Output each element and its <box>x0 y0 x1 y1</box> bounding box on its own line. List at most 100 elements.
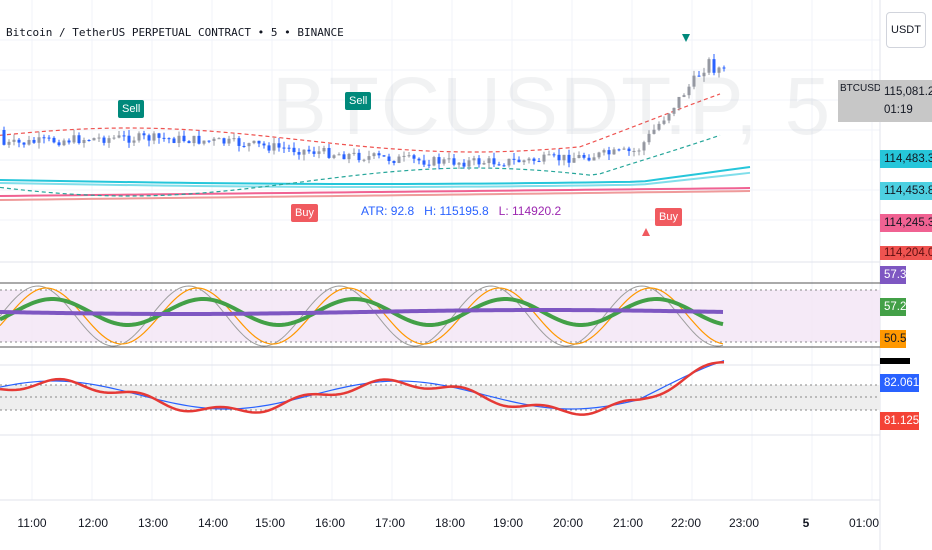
candle-body <box>247 143 251 147</box>
moving-average-line <box>0 190 751 201</box>
candle-body <box>182 135 186 142</box>
time-axis-label: 5 <box>802 516 810 530</box>
candle-body <box>287 147 291 149</box>
candle-body <box>392 161 396 163</box>
time-axis-label: 19:00 <box>492 516 524 530</box>
candle-body <box>167 138 171 140</box>
ma-price-tag: 114,245.3 <box>880 214 932 232</box>
candle-body <box>652 129 656 134</box>
oscillator-line <box>0 308 724 316</box>
candle-body <box>402 155 406 157</box>
time-axis-label: 17:00 <box>374 516 406 530</box>
candle-body <box>577 155 581 159</box>
candle-body <box>607 150 611 155</box>
rsi-signal-line <box>0 360 725 416</box>
time-axis-label: 12:00 <box>77 516 109 530</box>
last-price-box: 115,081.2 01:19 <box>880 80 932 122</box>
buy-signal[interactable]: Buy <box>291 204 318 222</box>
candle-body <box>522 160 526 163</box>
time-axis-label: 23:00 <box>728 516 760 530</box>
candle-body <box>532 158 536 161</box>
candle-body <box>227 138 231 144</box>
candle-body <box>397 156 401 163</box>
candle-body <box>497 164 501 166</box>
candle-body <box>127 135 131 143</box>
atr-readout: ATR: 92.8 H: 115195.8 L: 114920.2 <box>361 204 561 218</box>
osc-band <box>0 290 880 342</box>
ma-price-tag: 114,204.0 <box>880 246 932 260</box>
candle-body <box>272 143 276 151</box>
time-axis-label: 18:00 <box>434 516 466 530</box>
candle-body <box>637 150 641 152</box>
oscillator-line <box>0 296 724 328</box>
candle-body <box>122 135 126 137</box>
candle-body <box>547 154 551 156</box>
sell-signal[interactable]: Sell <box>118 100 145 118</box>
candle-body <box>682 95 686 97</box>
candle-body <box>487 158 491 164</box>
candle-body <box>277 143 281 148</box>
candle-body <box>312 151 316 154</box>
candle-body <box>112 137 116 139</box>
candle-body <box>92 138 96 141</box>
candle-body <box>612 149 616 155</box>
moving-average-line <box>0 171 751 188</box>
osc-value-tag: 50.5 <box>880 330 907 348</box>
sell-signal[interactable]: Sell <box>345 92 372 110</box>
candle-body <box>102 137 106 143</box>
candle-body <box>242 145 246 147</box>
candle-body <box>332 155 336 158</box>
candle-body <box>567 154 571 163</box>
candle-body <box>667 113 671 121</box>
candle-body <box>187 141 191 144</box>
atr-low: L: 114920.2 <box>498 204 562 218</box>
candle-body <box>472 158 476 161</box>
candle-body <box>257 140 261 144</box>
candle-body <box>427 164 431 166</box>
candle-body <box>232 138 236 140</box>
candle-body <box>457 162 461 165</box>
symbol-tag: BTCUSDT.P <box>838 80 896 122</box>
osc-value-tag: 57.3 <box>880 266 907 284</box>
candle-body <box>212 138 216 141</box>
rsi-value-tag: 82.061 <box>880 374 920 392</box>
candle-body <box>592 157 596 161</box>
candle-body <box>342 154 346 160</box>
candle-body <box>62 140 66 146</box>
candle-body <box>152 133 156 141</box>
candle-body <box>132 140 136 143</box>
time-axis-label: 11:00 <box>17 516 47 530</box>
candle-body <box>377 153 381 156</box>
candle-body <box>452 158 456 165</box>
candle-body <box>447 158 451 160</box>
buy-signal[interactable]: Buy <box>655 208 682 226</box>
candle-body <box>137 133 141 141</box>
candle-body <box>437 157 441 164</box>
candle-body <box>422 160 426 165</box>
candle-body <box>417 158 421 161</box>
candle-body <box>352 152 356 154</box>
ma-price-tag: 114,453.8 <box>880 182 932 200</box>
candle-body <box>467 160 471 167</box>
candle-body <box>712 59 716 73</box>
candle-body <box>672 107 676 114</box>
candle-body <box>372 153 376 157</box>
oscillator-line <box>0 287 724 345</box>
candle-body <box>57 142 61 146</box>
candle-body <box>537 160 541 162</box>
sell-arrow-marker <box>682 34 690 42</box>
candle-body <box>717 67 721 73</box>
candle-body <box>677 96 681 108</box>
time-axis-label: 20:00 <box>552 516 584 530</box>
candle-body <box>172 138 176 143</box>
candle-body <box>597 152 601 158</box>
candle-body <box>512 158 516 160</box>
candle-body <box>72 135 76 143</box>
time-axis-label: 01:00 <box>848 516 880 530</box>
candle-body <box>47 137 51 139</box>
currency-button[interactable]: USDT <box>886 12 926 48</box>
candle-body <box>217 138 221 140</box>
candle-body <box>27 139 31 145</box>
candle-body <box>147 135 151 141</box>
